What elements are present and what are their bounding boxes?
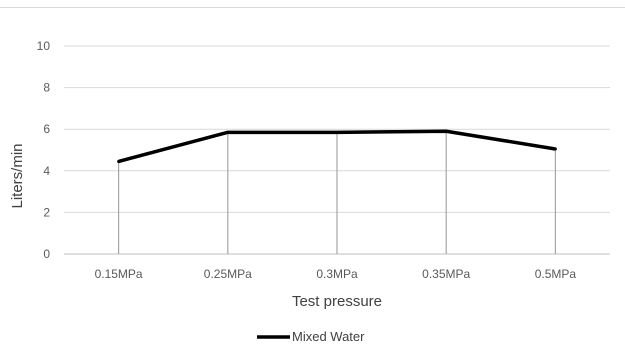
x-tick-label: 0.5MPa <box>535 267 577 281</box>
y-tick-label: 6 <box>43 122 50 136</box>
legend-label-mixed-water: Mixed Water <box>292 329 365 344</box>
y-axis-ticks: 0 2 4 6 8 10 <box>37 39 51 261</box>
y-tick-label: 10 <box>37 39 51 53</box>
x-tick-label: 0.25MPa <box>204 267 252 281</box>
top-border <box>0 7 625 8</box>
y-tick-label: 2 <box>43 205 50 219</box>
x-axis-title: Test pressure <box>292 293 382 310</box>
x-tick-label: 0.35MPa <box>422 267 470 281</box>
data-point <box>335 130 339 134</box>
data-point <box>117 159 121 163</box>
legend: Mixed Water <box>257 329 365 344</box>
y-tick-label: 4 <box>43 164 50 178</box>
y-axis-title: Liters/min <box>9 143 26 208</box>
x-tick-label: 0.15MPa <box>95 267 143 281</box>
gridlines <box>64 45 610 255</box>
x-axis-ticks: 0.15MPa 0.25MPa 0.3MPa 0.35MPa 0.5MPa <box>95 267 577 281</box>
data-point <box>444 129 448 133</box>
x-tick-label: 0.3MPa <box>316 267 358 281</box>
y-tick-label: 0 <box>43 247 50 261</box>
drop-lines <box>117 131 557 254</box>
data-point <box>553 147 557 151</box>
y-tick-label: 8 <box>43 81 50 95</box>
series-layer <box>117 129 557 164</box>
data-point <box>226 130 230 134</box>
